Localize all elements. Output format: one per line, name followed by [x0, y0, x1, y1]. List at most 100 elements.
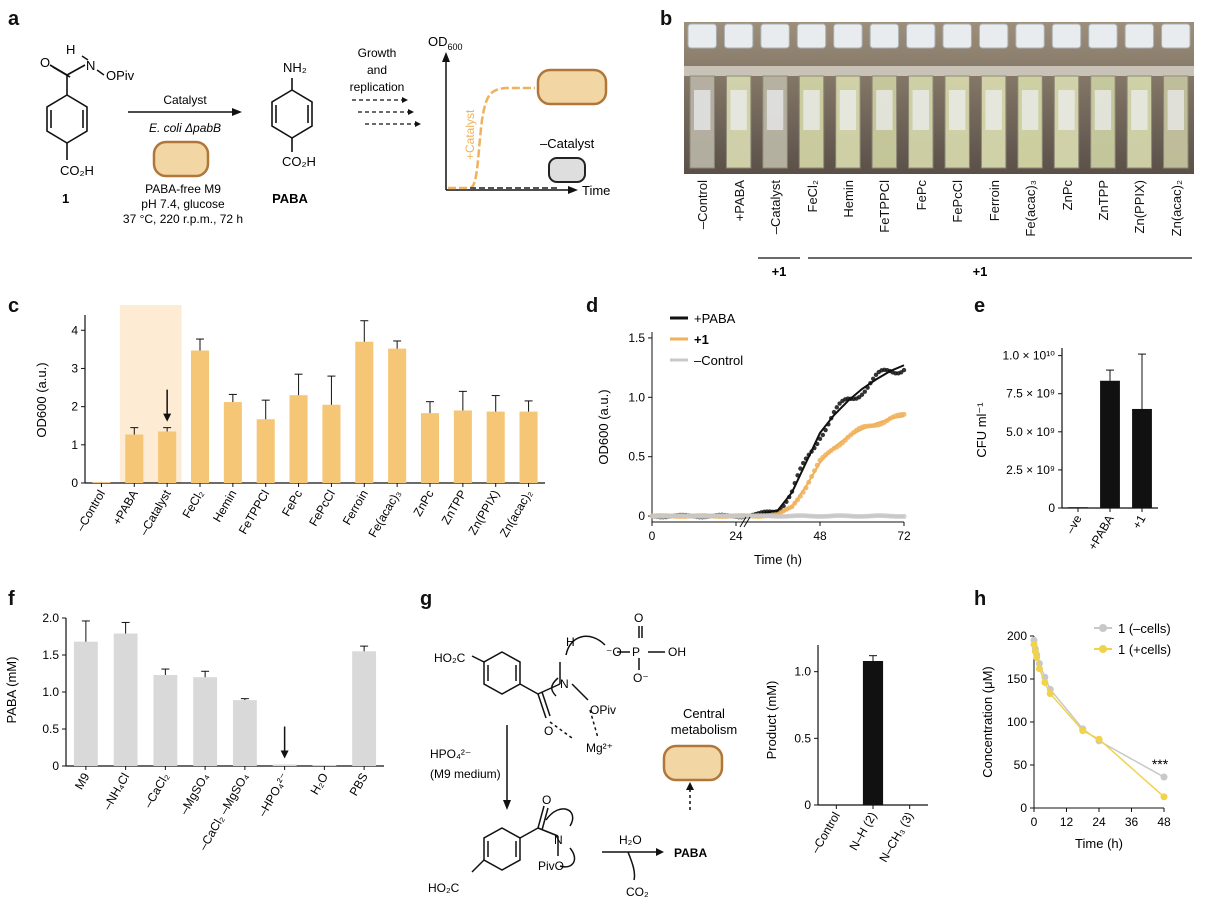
a-minus-catalyst: –Catalyst — [540, 136, 595, 151]
bar — [158, 431, 177, 483]
y-tick-label: 1.0 — [42, 685, 59, 699]
a-acid-label: CO₂H — [60, 163, 94, 178]
bar — [355, 341, 374, 483]
tube-cap — [869, 23, 900, 49]
bar — [312, 765, 337, 766]
panel-b-brackets: +1 +1 — [758, 257, 1192, 279]
a-cond-3: 37 °C, 220 r.p.m., 72 h — [123, 212, 243, 226]
bar — [388, 348, 407, 483]
g-ho2c-bottom: HO₂C — [428, 881, 460, 895]
legend-label: 1 (–cells) — [1118, 621, 1171, 636]
tube-cap — [796, 23, 827, 49]
x-tick-label: 24 — [729, 529, 743, 543]
data-point — [1046, 690, 1054, 698]
tube-cap — [1015, 23, 1045, 49]
y-tick-label: 5.0 × 10⁹ — [1006, 425, 1055, 439]
tube-tape — [1167, 90, 1184, 130]
data-point — [1041, 678, 1049, 686]
a-xlabel: Time — [582, 183, 610, 198]
series-line — [652, 415, 905, 518]
x-tick-label: FePc — [279, 488, 305, 519]
a-cell-icon — [152, 140, 210, 178]
data-point — [859, 392, 865, 397]
data-point — [873, 372, 879, 378]
y-tick-label: 2.0 — [42, 611, 59, 625]
g-h: H — [566, 635, 575, 649]
a-small-cell — [548, 157, 586, 183]
tube-label: Zn(PPIX) — [1132, 180, 1148, 234]
x-tick-label: 36 — [1125, 815, 1139, 829]
tube-tape — [694, 90, 711, 130]
x-tick-label: N–CH₃ (3) — [876, 810, 916, 865]
a-nh-label: N — [86, 58, 95, 73]
y-tick-label: 0 — [71, 476, 78, 490]
g-central-2: metabolism — [671, 722, 737, 737]
g-o-top: O — [544, 724, 553, 738]
y-tick-label: 200 — [1007, 629, 1027, 643]
g-phosphate-oh: OH — [668, 645, 686, 659]
panel-a-scheme: O N H OPiv CO₂H 1 Catalyst E. coli ΔpabB… — [40, 34, 610, 226]
tube-cap — [1088, 23, 1118, 49]
a-product-acid: CO₂H — [282, 154, 316, 169]
tube-label: Zn(acac)₂ — [1168, 180, 1184, 237]
y-tick-label: 0 — [804, 798, 811, 812]
g-m9: (M9 medium) — [430, 767, 501, 781]
x-tick-label: N–H (2) — [846, 810, 879, 853]
c-ylabel: OD600 (a.u.) — [34, 362, 49, 437]
bar — [113, 633, 138, 766]
panel-h-chart: 0 50 100 150 200 0 12 24 36 48 Time (h) Concentrati… — [980, 621, 1171, 851]
tube-cap — [1051, 23, 1082, 49]
bar — [352, 651, 377, 766]
bar — [420, 413, 440, 483]
y-tick-label: 0.5 — [628, 450, 645, 464]
x-tick-label: +PABA — [110, 488, 141, 528]
g-ylabel: Product (mM) — [764, 681, 779, 760]
g-n-bottom: N — [554, 833, 563, 847]
panel-e-chart: 0 2.5 × 10⁹ 5.0 × 10⁹ 7.5 × 10⁹ 1.0 × 10¹⁰ –v… — [974, 348, 1158, 553]
tube-tape — [1131, 90, 1148, 130]
bar — [256, 419, 275, 483]
x-tick-label: +PABA — [1085, 513, 1116, 553]
d-ylabel: OD600 (a.u.) — [596, 389, 611, 464]
x-tick-label: Hemin — [210, 488, 239, 525]
data-point — [834, 405, 839, 410]
x-tick-label: –ve — [1063, 512, 1085, 536]
data-point — [1160, 773, 1168, 781]
significance-label: *** — [1152, 756, 1169, 772]
legend-marker — [1099, 624, 1107, 632]
x-tick-label: Zn(PPIX) — [466, 487, 503, 537]
tube-tape — [1094, 90, 1112, 130]
tube-tape — [1021, 90, 1039, 130]
a-product-label: PABA — [272, 191, 308, 206]
bar — [125, 434, 144, 483]
b-group2-label: +1 — [973, 264, 988, 279]
g-hpo4: HPO₄²⁻ — [430, 747, 471, 761]
axis-break — [743, 516, 751, 528]
x-tick-label: ZnTPP — [439, 488, 470, 527]
bar — [272, 764, 297, 766]
tube-cap — [1124, 23, 1155, 49]
arrow-head — [280, 750, 289, 759]
svg-text:⁻O: ⁻O — [606, 645, 622, 659]
g-water: H₂O — [619, 833, 642, 847]
tube-label: FePc — [913, 180, 929, 211]
tube-label: Fe(acac)₃ — [1023, 180, 1039, 237]
a-big-cell — [536, 68, 608, 106]
panel-letter-h: h — [974, 588, 987, 610]
x-tick-label: –HPO₄²⁻ — [255, 771, 291, 819]
x-tick-label: 12 — [1060, 815, 1074, 829]
y-tick-label: 0.5 — [42, 722, 59, 736]
a-cond-2: pH 7.4, glucose — [141, 197, 225, 211]
panel-g-scheme: HO₂C H N OPiv O Mg²⁺ ⁻O P O O⁻ OH HPO₄²⁻… — [428, 611, 737, 899]
axis-break — [739, 516, 747, 528]
y-tick-label: 0 — [638, 509, 645, 523]
g-o-bottom: O — [542, 793, 551, 807]
tube-label: –Control — [695, 180, 711, 230]
bar — [1132, 408, 1152, 508]
tube-cap — [760, 23, 790, 49]
data-point — [1095, 735, 1103, 743]
x-tick-label: Zn(acac)₂ — [497, 487, 535, 539]
tube-cap — [833, 23, 863, 49]
e-ylabel: CFU ml⁻¹ — [974, 402, 989, 458]
a-ylabel: OD600 — [428, 34, 463, 52]
